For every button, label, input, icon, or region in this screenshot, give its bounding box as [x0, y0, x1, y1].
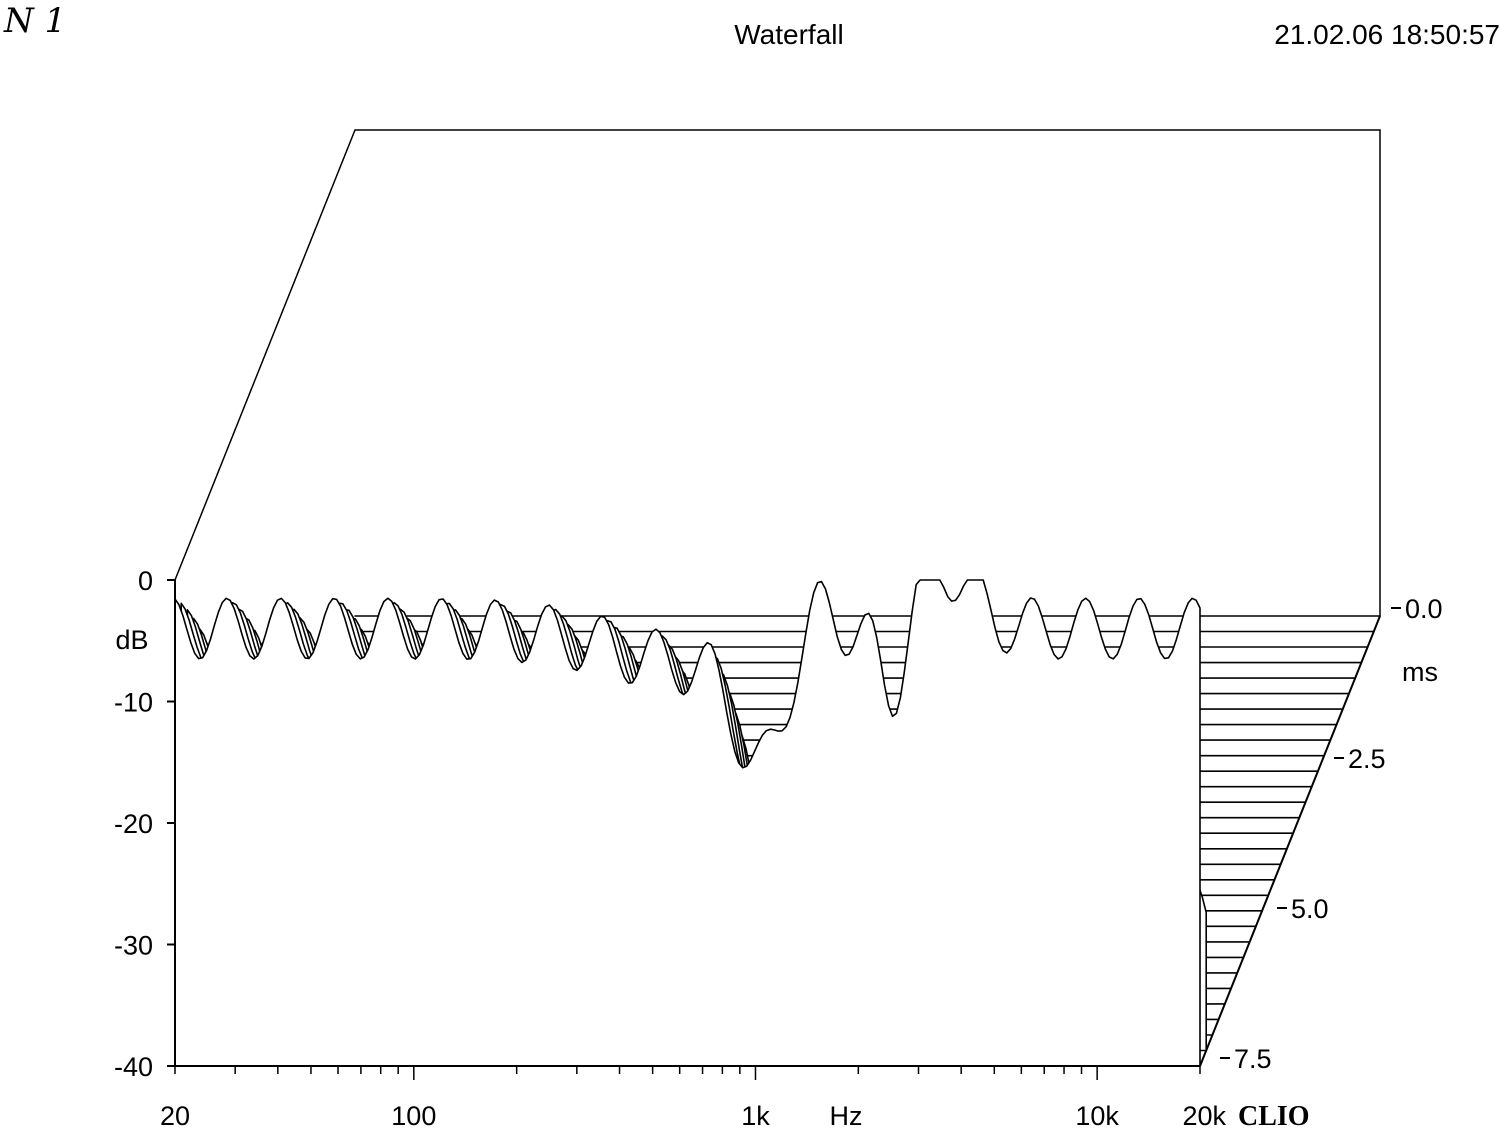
x-axis-label: Hz: [830, 1101, 863, 1131]
x-tick-label: 10k: [1075, 1101, 1119, 1131]
z-tick-label: 5.0: [1291, 894, 1329, 924]
z-tick-label: 0.0: [1405, 594, 1443, 624]
y-tick-label: -10: [114, 688, 153, 718]
x-tick-label: 1k: [741, 1101, 770, 1131]
plot-frame: [174, 129, 1381, 616]
back-frame: [174, 129, 1381, 616]
z-axis-line: [1199, 615, 1381, 1067]
timestamp: 21.02.06 18:50:57: [1274, 19, 1500, 50]
y-tick-label: 0: [138, 566, 153, 596]
chart-title: Waterfall: [734, 19, 843, 50]
x-tick-label: 20: [160, 1101, 190, 1131]
x-tick-label: 100: [391, 1101, 436, 1131]
y-tick-label: -40: [114, 1052, 153, 1082]
y-tick-label: -30: [114, 931, 153, 961]
y-axis-label: dB: [115, 625, 148, 655]
handwritten-label: N 1: [3, 1, 66, 41]
brand-logo: CLIO: [1238, 1101, 1310, 1132]
z-tick-label: 2.5: [1348, 744, 1386, 774]
z-tick-label: 7.5: [1234, 1044, 1272, 1074]
x-tick-label: 20k: [1182, 1101, 1226, 1131]
z-axis-label: ms: [1402, 657, 1438, 687]
waterfall-slices: [174, 579, 1381, 1067]
waterfall-slice: [174, 579, 1201, 1067]
y-tick-label: -20: [114, 809, 153, 839]
